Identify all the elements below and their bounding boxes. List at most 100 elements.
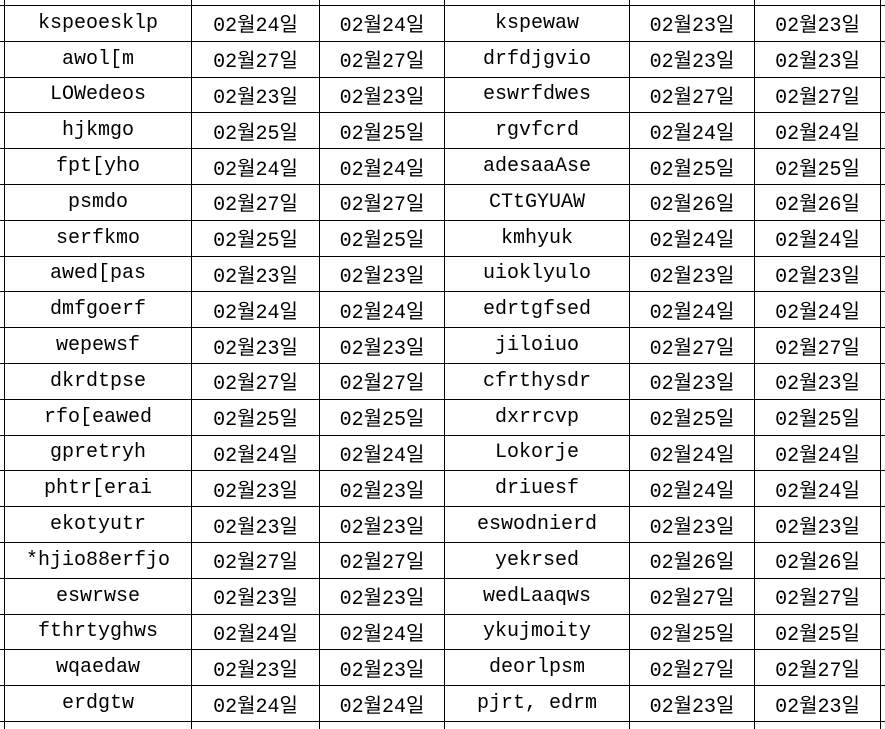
- name-cell[interactable]: CTtGYUAW: [445, 184, 630, 221]
- date-cell[interactable]: 02월23일: [755, 41, 881, 78]
- date-cell[interactable]: 02월25일: [192, 399, 320, 436]
- name-cell[interactable]: awed[pas: [5, 256, 192, 293]
- date-cell[interactable]: 02월24일: [630, 220, 755, 257]
- date-cell[interactable]: 02월23일: [192, 507, 320, 543]
- date-cell[interactable]: 02월25일: [192, 220, 320, 257]
- name-cell[interactable]: wedLaaqws: [445, 578, 630, 615]
- date-cell[interactable]: 02월23일: [320, 328, 445, 364]
- name-cell[interactable]: ekotyutr: [5, 507, 192, 543]
- date-cell[interactable]: 02월23일: [320, 578, 445, 615]
- date-cell[interactable]: 02월23일: [630, 256, 755, 293]
- date-cell[interactable]: 02월25일: [755, 399, 881, 436]
- date-cell[interactable]: 02월24일: [192, 292, 320, 329]
- name-cell[interactable]: dmfgoerf: [5, 292, 192, 329]
- date-cell[interactable]: 02월23일: [320, 77, 445, 114]
- date-cell[interactable]: 02월27일: [320, 542, 445, 579]
- date-cell[interactable]: 02월27일: [630, 578, 755, 615]
- name-cell[interactable]: deorlpsm: [445, 650, 630, 687]
- date-cell[interactable]: 02월25일: [320, 220, 445, 257]
- name-cell[interactable]: *hjio88erfjo: [5, 542, 192, 579]
- name-cell[interactable]: wepewsf: [5, 328, 192, 364]
- name-cell[interactable]: rgvfcrd: [445, 113, 630, 150]
- date-cell[interactable]: 02월27일: [320, 363, 445, 400]
- name-cell[interactable]: phtr[erai: [5, 471, 192, 508]
- name-cell[interactable]: driuesf: [445, 471, 630, 508]
- date-cell[interactable]: 02월27일: [755, 578, 881, 615]
- date-cell[interactable]: 02월25일: [755, 614, 881, 651]
- date-cell[interactable]: 02월27일: [320, 184, 445, 221]
- date-cell[interactable]: 02월27일: [192, 184, 320, 221]
- date-cell[interactable]: 02월24일: [755, 471, 881, 508]
- date-cell[interactable]: 02월27일: [755, 650, 881, 687]
- date-cell[interactable]: 02월24일: [320, 435, 445, 472]
- date-cell[interactable]: 02월24일: [192, 435, 320, 472]
- date-cell[interactable]: 02월27일: [192, 41, 320, 78]
- date-cell[interactable]: 02월23일: [755, 363, 881, 400]
- name-cell[interactable]: awol[m: [5, 41, 192, 78]
- name-cell[interactable]: kspewaw: [445, 6, 630, 42]
- date-cell[interactable]: 02월23일: [755, 6, 881, 42]
- date-cell[interactable]: 02월27일: [755, 328, 881, 364]
- name-cell[interactable]: rfo[eawed: [5, 399, 192, 436]
- date-cell[interactable]: 02월25일: [630, 149, 755, 185]
- date-cell[interactable]: 02월23일: [630, 507, 755, 543]
- date-cell[interactable]: 02월23일: [320, 507, 445, 543]
- date-cell[interactable]: 02월24일: [755, 292, 881, 329]
- date-cell[interactable]: 02월24일: [320, 6, 445, 42]
- date-cell[interactable]: 02월23일: [192, 578, 320, 615]
- name-cell[interactable]: yekrsed: [445, 542, 630, 579]
- name-cell[interactable]: edrtgfsed: [445, 292, 630, 329]
- date-cell[interactable]: 02월24일: [320, 292, 445, 329]
- name-cell[interactable]: erdgtw: [5, 686, 192, 722]
- date-cell[interactable]: 02월23일: [755, 507, 881, 543]
- date-cell[interactable]: 02월24일: [320, 686, 445, 722]
- date-cell[interactable]: 02월25일: [320, 113, 445, 150]
- name-cell[interactable]: ykujmoity: [445, 614, 630, 651]
- date-cell[interactable]: 02월25일: [630, 399, 755, 436]
- name-cell[interactable]: cfrthysdr: [445, 363, 630, 400]
- date-cell[interactable]: 02월24일: [320, 614, 445, 651]
- name-cell[interactable]: jiloiuo: [445, 328, 630, 364]
- date-cell[interactable]: 02월24일: [630, 113, 755, 150]
- name-cell[interactable]: fpt[yho: [5, 149, 192, 185]
- name-cell[interactable]: dxrrcvp: [445, 399, 630, 436]
- date-cell[interactable]: 02월23일: [630, 363, 755, 400]
- name-cell[interactable]: psmdo: [5, 184, 192, 221]
- date-cell[interactable]: 02월23일: [755, 256, 881, 293]
- date-cell[interactable]: 02월24일: [630, 435, 755, 472]
- name-cell[interactable]: drfdjgvio: [445, 41, 630, 78]
- date-cell[interactable]: 02월24일: [755, 113, 881, 150]
- date-cell[interactable]: 02월23일: [630, 6, 755, 42]
- name-cell[interactable]: pjrt, edrm: [445, 686, 630, 722]
- date-cell[interactable]: 02월27일: [320, 41, 445, 78]
- date-cell[interactable]: 02월23일: [630, 686, 755, 722]
- date-cell[interactable]: 02월26일: [755, 184, 881, 221]
- name-cell[interactable]: kmhyuk: [445, 220, 630, 257]
- date-cell[interactable]: 02월23일: [320, 471, 445, 508]
- date-cell[interactable]: 02월25일: [192, 113, 320, 150]
- date-cell[interactable]: 02월24일: [755, 435, 881, 472]
- date-cell[interactable]: 02월24일: [320, 149, 445, 185]
- date-cell[interactable]: 02월24일: [192, 6, 320, 42]
- date-cell[interactable]: 02월23일: [320, 650, 445, 687]
- name-cell[interactable]: adesaaAse: [445, 149, 630, 185]
- date-cell[interactable]: 02월27일: [192, 542, 320, 579]
- date-cell[interactable]: 02월25일: [630, 614, 755, 651]
- name-cell[interactable]: serfkmo: [5, 220, 192, 257]
- date-cell[interactable]: 02월27일: [192, 363, 320, 400]
- name-cell[interactable]: Lokorje: [445, 435, 630, 472]
- date-cell[interactable]: 02월24일: [192, 614, 320, 651]
- date-cell[interactable]: 02월25일: [755, 149, 881, 185]
- name-cell[interactable]: dkrdtpse: [5, 363, 192, 400]
- date-cell[interactable]: 02월23일: [630, 41, 755, 78]
- name-cell[interactable]: kspeoesklp: [5, 6, 192, 42]
- date-cell[interactable]: 02월27일: [630, 328, 755, 364]
- date-cell[interactable]: 02월23일: [755, 686, 881, 722]
- name-cell[interactable]: fthrtyghws: [5, 614, 192, 651]
- name-cell[interactable]: LOWedeos: [5, 77, 192, 114]
- date-cell[interactable]: 02월23일: [192, 77, 320, 114]
- date-cell[interactable]: 02월24일: [192, 686, 320, 722]
- date-cell[interactable]: 02월24일: [755, 220, 881, 257]
- date-cell[interactable]: 02월27일: [630, 77, 755, 114]
- name-cell[interactable]: eswrfdwes: [445, 77, 630, 114]
